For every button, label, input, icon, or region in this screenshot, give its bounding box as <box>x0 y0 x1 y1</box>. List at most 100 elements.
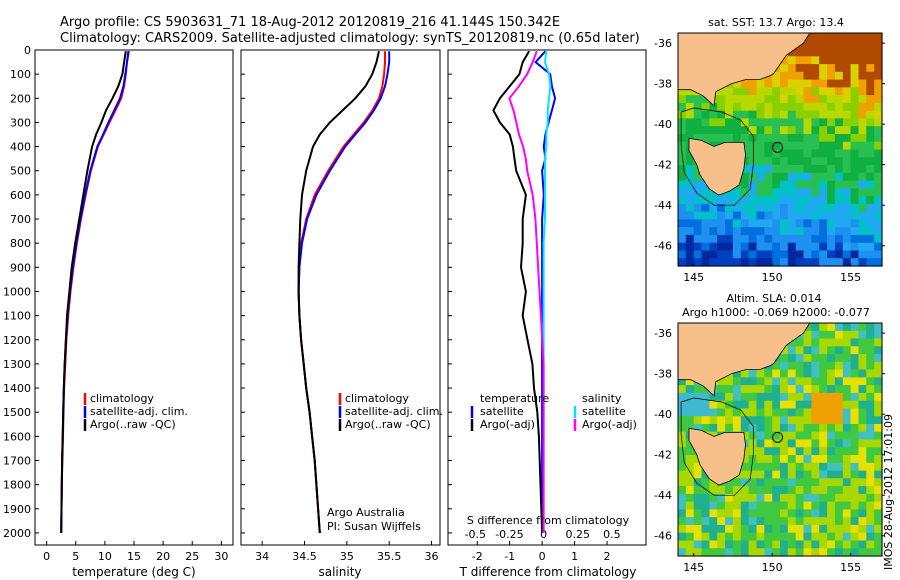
map-cell <box>850 524 859 534</box>
map-cell <box>795 524 805 534</box>
map-cell <box>787 242 797 252</box>
map-cell <box>740 369 750 378</box>
map-cell <box>709 509 718 518</box>
map-cell <box>787 56 797 65</box>
map-cell <box>764 165 773 174</box>
map-cell <box>780 157 789 166</box>
map-cell <box>709 408 718 417</box>
map-cell <box>834 361 844 371</box>
map-cell <box>842 48 852 57</box>
map-cell <box>850 532 859 542</box>
map-cell <box>787 79 797 88</box>
map-cell <box>874 134 883 143</box>
map-cell <box>756 180 765 189</box>
map-cell <box>693 548 703 557</box>
map-cell <box>709 188 718 197</box>
map-cell <box>717 95 726 104</box>
map-cell <box>827 501 836 510</box>
map-cell <box>803 548 812 557</box>
map-cell <box>678 219 687 228</box>
map-cell <box>819 354 828 363</box>
map-cell <box>858 56 867 65</box>
map-cell <box>740 455 750 464</box>
map-cell <box>819 211 828 220</box>
map-cell <box>685 447 695 456</box>
map-cell <box>850 219 859 228</box>
map-cell <box>834 338 844 347</box>
map-cell <box>803 392 812 402</box>
map-cell <box>850 180 859 189</box>
map-cell <box>725 102 734 112</box>
map-cell <box>850 234 859 244</box>
map-cell <box>740 493 750 503</box>
map-cell <box>803 118 812 127</box>
map-cell <box>850 416 859 425</box>
map-y-tick-label: -42 <box>654 449 672 462</box>
map-cell <box>701 258 710 267</box>
map-cell <box>780 118 789 127</box>
map-cell <box>842 258 852 267</box>
map-cell <box>701 424 710 433</box>
map-cell <box>732 110 742 120</box>
map-cell <box>866 323 875 332</box>
map-cell <box>811 258 820 267</box>
map-cell <box>834 165 844 174</box>
map-cell <box>795 134 805 143</box>
map-cell <box>842 56 852 65</box>
map-cell <box>787 234 797 244</box>
map-cell <box>842 203 852 213</box>
map-cell <box>795 338 805 347</box>
map-cell <box>795 250 805 259</box>
map-cell <box>732 517 742 526</box>
map-cell <box>834 323 844 332</box>
map-cell <box>819 56 828 65</box>
map-cell <box>756 157 765 166</box>
map-cell <box>709 110 718 120</box>
map-cell <box>756 87 765 96</box>
map-cell <box>780 548 789 557</box>
map-cell <box>701 493 710 503</box>
map-cell <box>740 141 750 151</box>
map-cell <box>827 48 836 57</box>
map-cell <box>787 134 797 143</box>
map-cell <box>678 486 687 495</box>
map-cell <box>811 524 820 534</box>
map-cell <box>685 377 695 386</box>
map-cell <box>732 540 742 549</box>
map-cell <box>748 203 757 213</box>
map-cell <box>740 424 750 433</box>
map-cell <box>842 338 852 347</box>
map-cell <box>678 141 687 151</box>
map-cell <box>756 509 765 518</box>
map-cell <box>795 118 805 127</box>
map-cell <box>693 424 703 433</box>
map-cell <box>842 110 852 120</box>
map-cell <box>874 501 883 510</box>
map-cell <box>850 400 859 410</box>
map-cell <box>842 385 852 394</box>
map-cell <box>732 400 742 410</box>
map-cell <box>858 447 867 456</box>
map-cell <box>787 354 797 363</box>
map-cell <box>756 431 765 441</box>
map-cell <box>795 486 805 495</box>
map-cell <box>866 408 875 417</box>
map-cell <box>756 493 765 503</box>
map-cell <box>874 48 883 57</box>
map-cell <box>803 149 812 158</box>
map-cell <box>772 470 781 479</box>
map-cell <box>858 71 867 81</box>
map-cell <box>811 517 820 526</box>
map-cell <box>772 71 781 81</box>
map-cell <box>732 203 742 213</box>
map-cell <box>764 377 773 386</box>
map-cell <box>866 196 875 205</box>
map-cell <box>685 258 695 267</box>
map-cell <box>803 455 812 464</box>
map-cell <box>701 203 710 213</box>
map-cell <box>850 157 859 166</box>
map-cell <box>850 110 859 120</box>
map-cell <box>795 540 805 549</box>
map-cell <box>772 447 781 456</box>
map-cell <box>685 110 695 120</box>
